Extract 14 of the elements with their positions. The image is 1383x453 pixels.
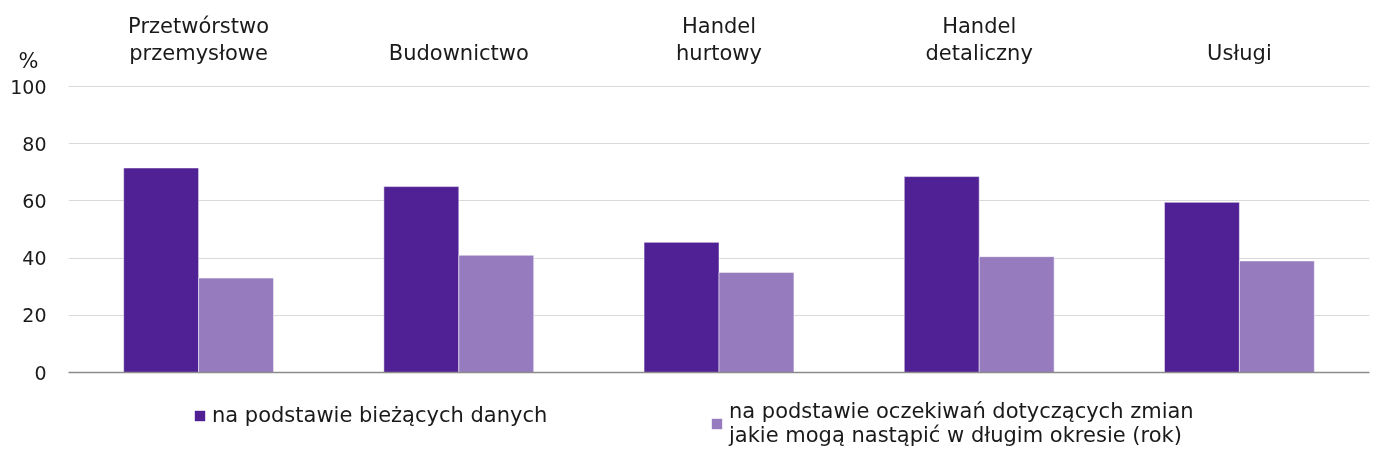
y-axis-title: %: [18, 48, 39, 73]
x-tick-label: Budownictwo: [388, 40, 529, 65]
y-tick-label: 20: [22, 304, 47, 327]
y-tick-label: 40: [22, 247, 47, 270]
x-tick-label: Handel hurtowy: [676, 14, 762, 65]
legend-label: na podstawie oczekiwań dotyczących zmian jakie mogą nastąpić w długim okresie (rok): [729, 399, 1194, 447]
legend-label: na podstawie bieżących danych: [212, 403, 548, 427]
x-tick-label: Handel detaliczny: [925, 14, 1033, 65]
x-tick-label: Przetwórstwo przemysłowe: [128, 14, 270, 65]
x-tick-label: Usługi: [1207, 40, 1272, 65]
y-tick-label: 0: [34, 361, 47, 384]
y-tick-label: 100: [10, 75, 47, 98]
y-tick-label: 60: [22, 189, 47, 212]
y-tick-label: 80: [22, 132, 47, 155]
